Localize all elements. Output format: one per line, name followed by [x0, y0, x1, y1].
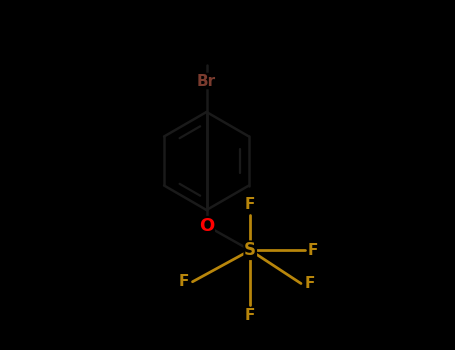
Text: F: F	[245, 197, 255, 212]
Text: F: F	[245, 308, 255, 323]
Text: F: F	[179, 274, 189, 289]
Text: Br: Br	[197, 74, 216, 89]
Text: F: F	[304, 276, 315, 291]
Text: F: F	[308, 243, 318, 258]
Text: O: O	[199, 217, 214, 235]
Text: S: S	[244, 241, 256, 259]
